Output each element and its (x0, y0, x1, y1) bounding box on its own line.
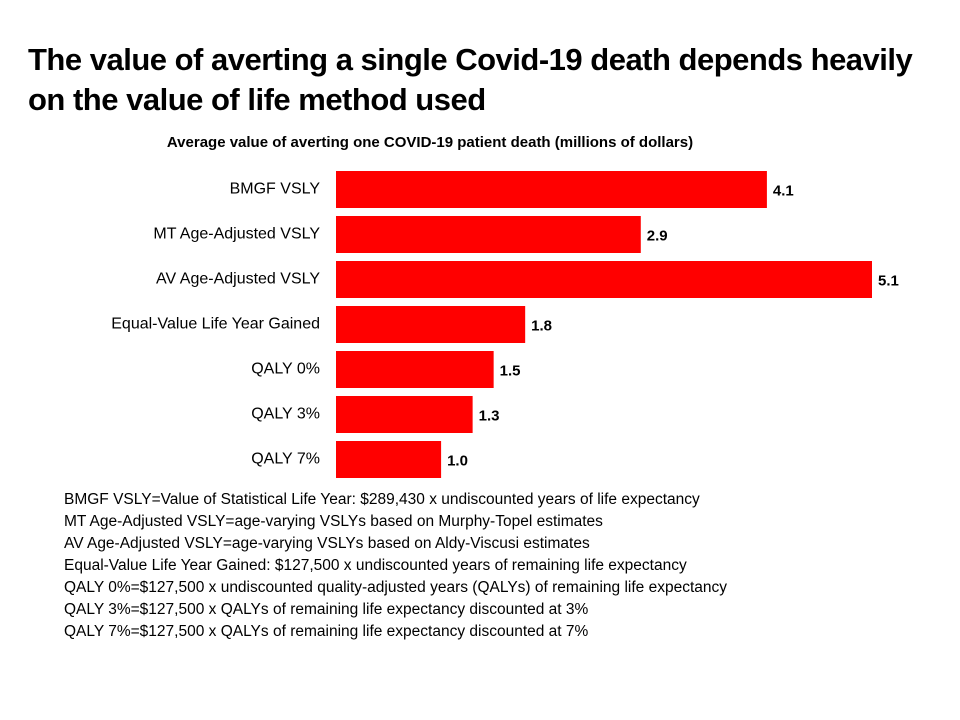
note: AV Age-Adjusted VSLY=age-varying VSLYs b… (64, 535, 590, 552)
notes: BMGF VSLY=Value of Statistical Life Year… (64, 489, 727, 643)
value-label: 1.5 (500, 362, 521, 379)
bar (336, 306, 526, 343)
category-label: MT Age-Adjusted VSLY (153, 226, 320, 243)
bar (336, 261, 872, 298)
bar (336, 216, 641, 253)
note: Equal-Value Life Year Gained: $127,500 x… (64, 557, 687, 574)
note: BMGF VSLY=Value of Statistical Life Year… (64, 491, 700, 508)
note: MT Age-Adjusted VSLY=age-varying VSLYs b… (64, 513, 603, 530)
category-label: Equal-Value Life Year Gained (111, 316, 320, 333)
category-label: BMGF VSLY (230, 181, 321, 198)
category-label: QALY 3% (251, 406, 320, 423)
category-label: QALY 7% (251, 451, 320, 468)
value-label: 2.9 (647, 227, 668, 244)
value-label: 5.1 (878, 272, 899, 289)
category-label: QALY 0% (251, 361, 320, 378)
value-label: 4.1 (773, 182, 794, 199)
note: QALY 0%=$127,500 x undiscounted quality-… (64, 579, 728, 596)
bar (336, 396, 473, 433)
bar (336, 171, 767, 208)
note: QALY 3%=$127,500 x QALYs of remaining li… (64, 601, 589, 618)
category-label: AV Age-Adjusted VSLY (156, 271, 320, 288)
value-label: 1.0 (447, 452, 468, 469)
slide-title: The value of averting a single Covid-19 … (28, 42, 913, 117)
bar (336, 441, 442, 478)
note: QALY 7%=$127,500 x QALYs of remaining li… (64, 623, 589, 640)
bar (336, 351, 494, 388)
value-label: 1.8 (531, 317, 552, 334)
chart-subtitle: Average value of averting one COVID-19 p… (167, 134, 693, 151)
value-label: 1.3 (479, 407, 500, 424)
